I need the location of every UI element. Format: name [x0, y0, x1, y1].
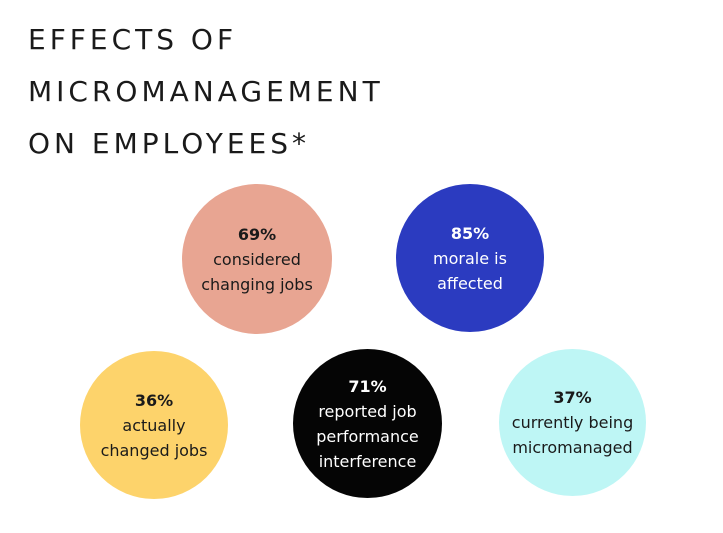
stat-circle-considered-changing-jobs: 69% considered changing jobs: [182, 184, 332, 334]
stat-caption-line: changed jobs: [100, 440, 208, 460]
stat-circle-currently-micromanaged: 37% currently being micromanaged: [499, 349, 646, 496]
stat-circle-morale-affected: 85% morale is affected: [396, 184, 544, 332]
stat-caption-line: currently being: [511, 413, 634, 432]
stat-value: 37%: [553, 388, 592, 407]
title-line-2: MICROMANAGEMENT: [28, 75, 384, 108]
stat-value: 71%: [348, 376, 387, 396]
stat-caption-line: considered: [213, 249, 301, 269]
title-line-3: ON EMPLOYEES*: [28, 127, 310, 160]
stat-circle-performance-interference: 71% reported job performance interferenc…: [293, 349, 442, 498]
stat-caption-line: morale is: [433, 248, 507, 268]
stat-caption-line: interference: [318, 451, 417, 471]
stat-caption-line: performance: [316, 426, 419, 446]
stat-value: 36%: [134, 390, 174, 410]
stat-caption-line: changing jobs: [201, 274, 313, 294]
stat-caption-line: actually: [122, 415, 186, 435]
stat-caption-line: reported job: [318, 401, 417, 421]
stat-value: 85%: [450, 223, 490, 243]
page-title: EFFECTS OF MICROMANAGEMENT ON EMPLOYEES*: [28, 14, 384, 170]
stat-circle-actually-changed-jobs: 36% actually changed jobs: [80, 351, 228, 499]
stat-value: 69%: [237, 224, 277, 244]
stat-caption-line: affected: [437, 273, 503, 293]
stat-caption-line: micromanaged: [512, 438, 633, 457]
title-line-1: EFFECTS OF: [28, 23, 238, 56]
